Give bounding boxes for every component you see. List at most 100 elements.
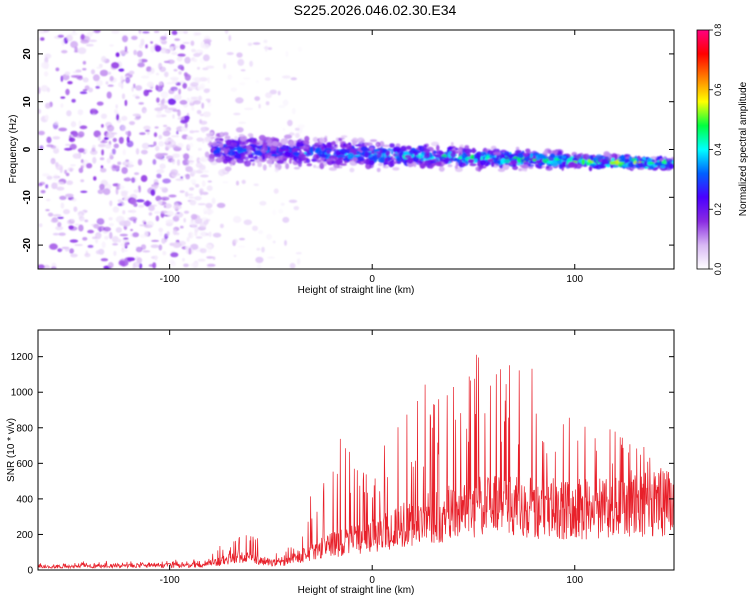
noise-blob [115,187,119,195]
signal-blob [342,143,346,147]
noise-blob [203,54,210,62]
noise-blob [170,169,179,176]
noise-blob [103,226,111,232]
noise-blob [69,248,74,254]
noise-blob [124,99,128,107]
signal-blob [369,147,374,151]
signal-blob [298,162,302,168]
snr-plot-frame [37,329,675,571]
signal-blob [627,162,635,168]
noise-blob [112,137,117,143]
noise-blob [223,63,227,69]
noise-blob [131,86,134,92]
noise-blob [200,231,208,237]
noise-blob [117,203,123,207]
noise-blob [55,164,63,171]
signal-blob [357,137,365,143]
noise-blob [157,200,163,205]
noise-blob [86,31,93,38]
noise-blob [142,250,151,253]
signal-blob [479,159,487,166]
signal-blob [327,142,332,148]
noise-blob [206,263,216,267]
noise-blob [84,219,89,223]
signal-blob [424,160,428,167]
noise-blob [267,256,276,259]
signal-blob [538,153,545,159]
noise-blob [46,198,51,202]
noise-blob [131,35,138,41]
noise-blob [280,202,285,206]
noise-blob [135,85,143,91]
noise-blob [200,169,207,173]
signal-blob [539,162,543,167]
signal-blob [302,140,310,146]
noise-blob [93,30,101,34]
signal-blob [419,145,425,152]
noise-blob [282,99,289,106]
noise-blob [197,203,206,206]
noise-blob [77,47,87,55]
signal-blob [274,167,279,173]
signal-blob [530,153,533,158]
noise-blob [186,97,191,103]
signal-blob [340,135,348,138]
noise-blob [202,111,211,118]
noise-blob [253,183,259,187]
noise-blob [69,239,79,243]
signal-blob [572,157,578,161]
noise-blob [224,30,229,34]
noise-blob [205,218,211,222]
noise-blob [137,158,143,166]
noise-blob [118,136,124,144]
noise-blob [297,46,303,52]
noise-blob [145,44,148,49]
noise-blob [70,253,78,258]
signal-blob [561,161,567,165]
noise-blob [263,39,268,44]
noise-blob [177,173,181,176]
noise-blob [139,224,148,227]
signal-blob [227,151,236,157]
noise-blob [38,264,45,269]
noise-blob [154,126,159,129]
noise-blob [70,75,79,78]
noise-blob [243,219,252,226]
signal-blob [558,164,563,170]
noise-blob [183,263,189,268]
noise-blob [264,45,268,52]
signal-blob [577,163,581,168]
noise-blob [44,114,49,121]
noise-blob [186,135,190,139]
noise-blob [165,238,168,242]
noise-blob [158,62,163,70]
noise-blob [174,38,181,41]
signal-blob [595,154,603,161]
noise-blob [240,69,246,72]
signal-blob [493,151,502,156]
noise-blob [265,101,270,106]
signal-blob [356,160,362,164]
noise-blob [121,167,128,174]
signal-blob [500,158,506,165]
noise-blob [194,32,202,36]
signal-blob [289,158,292,164]
noise-blob [293,206,300,211]
noise-blob [191,262,199,268]
noise-blob [160,50,169,54]
noise-blob [138,186,141,193]
noise-blob [172,78,178,85]
signal-blob [550,160,559,167]
noise-blob [162,251,167,256]
signal-blob [278,148,284,153]
noise-blob [203,38,212,43]
noise-blob [134,172,140,176]
snr-x-tick-label: 100 [566,575,583,586]
signal-blob [487,158,494,162]
signal-blob [618,161,625,165]
signal-blob [382,144,390,148]
noise-blob [43,264,51,269]
noise-blob [113,109,118,114]
signal-blob [238,134,245,137]
noise-blob [77,148,85,153]
